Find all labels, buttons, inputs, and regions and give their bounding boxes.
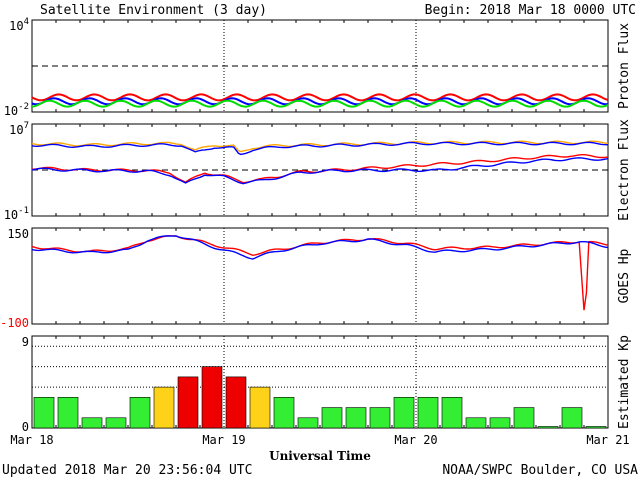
x-tick-mar19: Mar 19	[202, 433, 245, 447]
y-axis-label: Proton Flux	[617, 23, 632, 109]
y-tick-top: 150	[7, 227, 29, 241]
kp-bar	[393, 397, 415, 429]
kp-bar	[249, 386, 271, 429]
series-line-green	[31, 99, 609, 108]
kp-bar	[153, 386, 175, 429]
kp-bar	[225, 376, 247, 429]
series-line-red	[31, 154, 609, 184]
electron-flux-panel: 107 10-1 Electron Flux	[4, 119, 632, 222]
kp-bar	[369, 407, 391, 429]
y-tick-bottom: 10-1	[4, 206, 29, 222]
y-tick-bottom: 10-2	[4, 102, 29, 118]
kp-bar	[585, 426, 607, 429]
y-tick-bottom-exponent: -2	[18, 102, 29, 112]
kp-bar	[177, 376, 199, 429]
kp-bar	[105, 417, 127, 429]
kp-bar	[33, 397, 55, 429]
begin-label: Begin: 2018 Mar 18 0000 UTC	[425, 3, 636, 18]
kp-bar	[297, 417, 319, 429]
kp-bar	[417, 397, 439, 429]
y-tick-top: 107	[9, 121, 29, 137]
x-tick-mar21: Mar 21	[586, 433, 629, 447]
y-axis-label: GOES Hp	[617, 248, 632, 303]
kp-bar	[129, 397, 151, 429]
series-line-blue	[31, 157, 609, 185]
y-tick-bottom: -100	[0, 316, 29, 330]
x-axis-label: Universal Time	[269, 449, 371, 463]
kp-bar	[537, 426, 559, 429]
x-tick-mar18: Mar 18	[10, 433, 53, 447]
x-tick-mar20: Mar 20	[394, 433, 437, 447]
kp-bar	[57, 397, 79, 429]
y-tick-top: 104	[9, 17, 29, 33]
y-tick-top-exponent: 7	[24, 121, 29, 131]
series-line-blue	[31, 235, 609, 260]
series-line-blue	[31, 97, 609, 106]
kp-bar	[465, 417, 487, 429]
y-tick-bottom-exponent: -1	[18, 206, 29, 216]
y-tick-top-exponent: 4	[24, 17, 29, 27]
kp-bar	[513, 407, 535, 429]
kp-bar	[201, 366, 223, 429]
series-line-blue	[31, 141, 608, 156]
kp-bar	[441, 397, 463, 429]
kp-bar	[489, 417, 511, 429]
y-axis-label: Estimated Kp	[617, 335, 632, 429]
kp-bar	[81, 417, 103, 429]
y-axis-label: Electron Flux	[617, 119, 632, 221]
y-tick-bottom: 0	[22, 420, 29, 434]
estimated-kp-panel: 9 0 Estimated Kp	[22, 335, 632, 434]
proton-flux-panel: 104 10-2 Proton Flux	[4, 17, 632, 118]
panel-frame	[31, 227, 609, 325]
kp-bar	[273, 397, 295, 429]
updated-timestamp: Updated 2018 Mar 20 23:56:04 UTC	[2, 463, 252, 478]
series-line-red	[31, 235, 609, 311]
figure-title: Satellite Environment (3 day)	[40, 3, 267, 18]
kp-bar	[321, 407, 343, 429]
kp-bar	[345, 407, 367, 429]
goes-hp-panel: 150 -100 GOES Hp	[0, 227, 632, 330]
y-tick-top: 9	[22, 335, 29, 349]
series-line-red	[31, 93, 609, 102]
credit-label: NOAA/SWPC Boulder, CO USA	[442, 463, 638, 478]
kp-bar	[561, 407, 583, 429]
